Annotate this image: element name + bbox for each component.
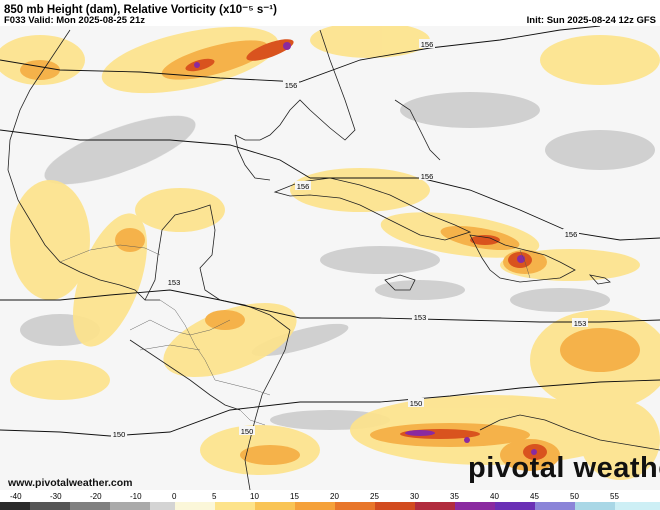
init-time: Init: Sun 2025-08-24 12z GFS — [526, 15, 656, 26]
svg-text:30: 30 — [410, 492, 419, 501]
svg-text:45: 45 — [530, 492, 539, 501]
map-title: 850 mb Height (dam), Relative Vorticity … — [4, 4, 277, 16]
svg-text:0: 0 — [172, 492, 177, 501]
source-url: www.pivotalweather.com — [8, 477, 133, 489]
vorticity-red-shading — [185, 39, 547, 460]
svg-text:20: 20 — [330, 492, 339, 501]
svg-text:-40: -40 — [10, 492, 22, 501]
svg-text:156: 156 — [297, 182, 310, 191]
weather-map[interactable]: 156 156 156 156 156 153 153 153 150 150 … — [0, 26, 660, 490]
valid-time: F033 Valid: Mon 2025-08-25 21z — [4, 15, 145, 26]
header: 850 mb Height (dam), Relative Vorticity … — [0, 0, 660, 26]
svg-text:15: 15 — [290, 492, 299, 501]
color-scale-labels: -40 -30 -20 -10 0 5 10 15 20 25 30 35 40… — [10, 492, 619, 501]
svg-text:-30: -30 — [50, 492, 62, 501]
vorticity-gray-shading — [20, 92, 655, 430]
svg-text:150: 150 — [241, 427, 254, 436]
svg-text:156: 156 — [421, 172, 434, 181]
svg-text:35: 35 — [450, 492, 459, 501]
svg-text:156: 156 — [285, 81, 298, 90]
pivotal-weather-logo: pivotal weather — [468, 452, 660, 484]
svg-text:156: 156 — [421, 40, 434, 49]
svg-text:-10: -10 — [130, 492, 142, 501]
political-borders — [59, 244, 531, 426]
svg-text:10: 10 — [250, 492, 259, 501]
svg-text:-20: -20 — [90, 492, 102, 501]
svg-text:55: 55 — [610, 492, 619, 501]
svg-text:153: 153 — [414, 313, 427, 322]
svg-text:40: 40 — [490, 492, 499, 501]
svg-text:150: 150 — [113, 430, 126, 439]
color-scale-swatches — [0, 502, 660, 510]
svg-text:153: 153 — [574, 319, 587, 328]
height-contours — [0, 26, 660, 437]
svg-text:150: 150 — [410, 399, 423, 408]
color-scale-bar: -40 -30 -20 -10 0 5 10 15 20 25 30 35 40… — [0, 492, 660, 510]
vorticity-purple-shading — [194, 42, 537, 455]
svg-text:25: 25 — [370, 492, 379, 501]
svg-text:153: 153 — [168, 278, 181, 287]
svg-text:156: 156 — [565, 230, 578, 239]
svg-text:5: 5 — [212, 492, 217, 501]
svg-text:50: 50 — [570, 492, 579, 501]
contour-labels: 156 156 156 156 156 153 153 153 150 150 … — [111, 39, 588, 439]
